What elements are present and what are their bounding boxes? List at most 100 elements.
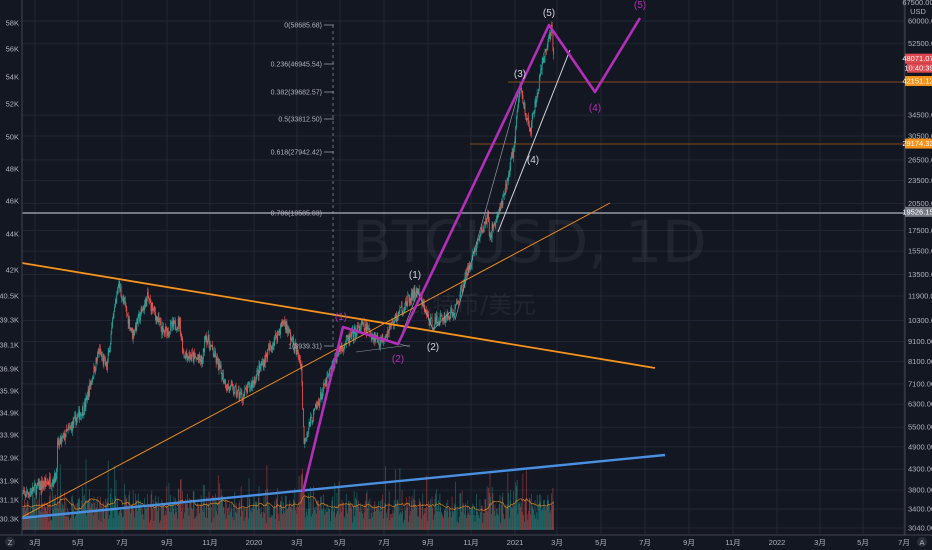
volume-bar [380, 511, 382, 530]
candle-body [61, 437, 63, 444]
time-tick-label[interactable]: 5月 [334, 538, 346, 547]
time-tick-label[interactable]: 11月 [463, 538, 478, 547]
time-tick-label[interactable]: 2020 [246, 538, 263, 547]
candle-body [408, 295, 409, 297]
candle-body [228, 386, 230, 389]
volume-bar [244, 507, 246, 530]
candle-body [285, 322, 287, 330]
price-tick-label: 10300.00 [908, 316, 932, 325]
time-tick-label[interactable]: 9月 [161, 538, 173, 547]
zoom-reset-button[interactable] [5, 537, 15, 547]
volume-bar [386, 517, 388, 530]
time-tick-label[interactable]: 9月 [422, 538, 434, 547]
candle-body [58, 440, 60, 446]
price-axis[interactable]: 67500.00USD60000.0052500.0034500.0030500… [902, 0, 932, 533]
time-tick-label[interactable]: 9月 [683, 538, 695, 547]
candle-body [57, 441, 58, 468]
volume-bar [282, 502, 284, 530]
support-trendline[interactable] [21, 453, 666, 520]
volume-bar [519, 501, 521, 530]
ascending-trendline[interactable] [21, 202, 611, 518]
volume-bar [352, 522, 354, 530]
volume-bar [540, 495, 542, 530]
time-tick-label[interactable]: 3月 [291, 538, 303, 547]
time-tick-label[interactable]: 7月 [639, 538, 651, 547]
volume-bar [222, 506, 224, 530]
volume-bar [227, 508, 228, 530]
time-tick-label[interactable]: 3月 [551, 538, 563, 547]
volume-bar [217, 514, 218, 530]
candle-body [277, 331, 279, 333]
triangle-line-lower[interactable] [355, 344, 411, 353]
time-tick-label[interactable]: 3月 [29, 538, 41, 547]
candle-body [119, 281, 121, 289]
volume-bar [155, 501, 157, 530]
volume-bar [231, 508, 233, 530]
volume-bar [498, 515, 499, 530]
candle-body [167, 328, 168, 337]
candle-body [64, 437, 66, 441]
time-tick-label[interactable]: 5月 [595, 538, 607, 547]
candle-body [152, 302, 153, 311]
drawings[interactable] [21, 17, 905, 520]
volume-bar [180, 479, 182, 530]
candle-body [41, 480, 43, 488]
volume-bar [237, 508, 239, 530]
elliott-wave-path[interactable] [301, 17, 642, 493]
candle-body [187, 356, 189, 361]
candle-body [139, 316, 141, 321]
channel-line-upper[interactable] [454, 86, 521, 321]
candle-body [174, 321, 176, 329]
volume-bar [335, 513, 337, 530]
white-wave-path[interactable] [397, 291, 451, 345]
descending-trendline[interactable] [21, 262, 656, 369]
volume-bar [350, 505, 352, 530]
channel-line-lower[interactable] [497, 49, 571, 233]
candle-body [514, 138, 516, 145]
candle-body [144, 298, 146, 304]
time-tick-label[interactable]: 7月 [378, 538, 390, 547]
volume-bar [458, 516, 460, 530]
time-tick-label[interactable]: 2021 [507, 538, 524, 547]
volume-bar [528, 497, 530, 530]
time-tick-label[interactable]: 2022 [769, 538, 786, 547]
volume-bar [89, 489, 90, 530]
time-tick-label[interactable]: 11月 [725, 538, 740, 547]
volume-bar [132, 490, 134, 530]
auto-scale-button[interactable] [917, 537, 927, 547]
candle-body [29, 492, 31, 495]
candle-body [88, 389, 90, 396]
candle-body [362, 321, 364, 324]
candle-body [340, 345, 342, 351]
candle-body [488, 210, 489, 222]
volume-bar [250, 510, 251, 530]
time-tick-label[interactable]: 11月 [202, 538, 217, 547]
candle-body [274, 335, 276, 342]
volume-bar [330, 510, 332, 530]
time-tick-label[interactable]: 7月 [116, 538, 128, 547]
time-tick-label[interactable]: 3月 [814, 538, 826, 547]
candle-body [453, 315, 455, 316]
volume-bar [517, 514, 519, 530]
time-tick-label[interactable]: 5月 [72, 538, 84, 547]
candle-body [157, 317, 158, 322]
volume-bar [359, 511, 361, 530]
volume-bar [503, 519, 505, 530]
candle-body [270, 346, 272, 348]
candle-body [281, 321, 283, 327]
candle-body [116, 293, 118, 301]
time-axis[interactable]: 3月 5月 7月 9月 11月 2020 3月 5月 7月 9月 11月 2021 3月 5月 7月 9月 11… [29, 538, 910, 547]
time-tick-label[interactable]: 7月 [898, 538, 910, 547]
volume-bar [35, 492, 37, 530]
candle-body [358, 326, 360, 331]
volume-bar [262, 517, 263, 530]
time-tick-label[interactable]: 5月 [857, 538, 869, 547]
candle-body [538, 76, 540, 90]
volume-bar [550, 509, 552, 530]
candle-body [522, 94, 524, 103]
volume-bar [546, 500, 548, 530]
volume-bar [379, 511, 381, 530]
volume-bar [90, 499, 92, 530]
volume-bar [323, 508, 325, 530]
